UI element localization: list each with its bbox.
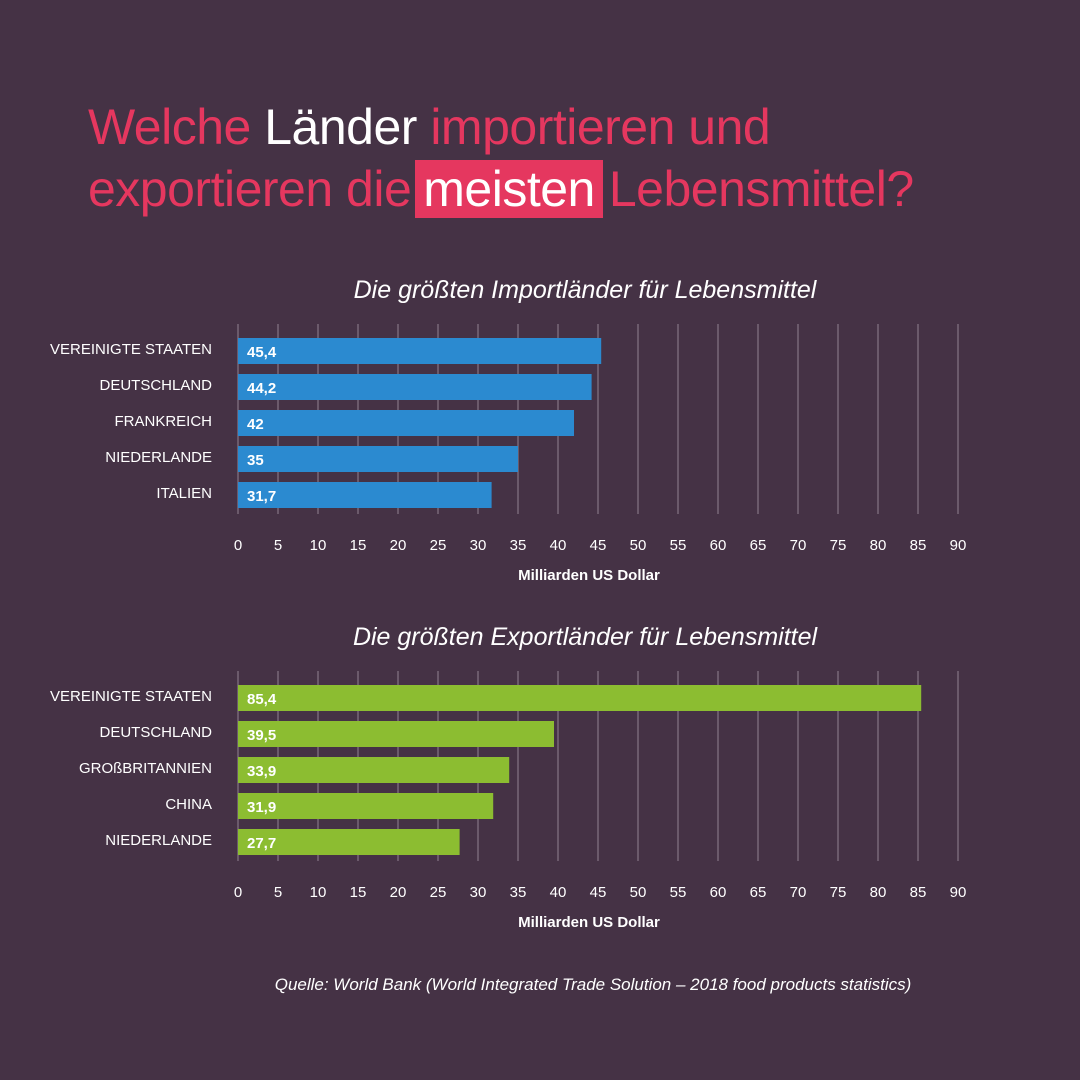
x-tick-label: 15 bbox=[350, 537, 367, 554]
x-tick-label: 80 bbox=[870, 884, 887, 901]
headline-part-1: Welche bbox=[88, 99, 265, 155]
category-label: ITALIEN bbox=[156, 485, 212, 502]
bar bbox=[238, 829, 460, 855]
headline-line-1: Welche Länder importieren und bbox=[88, 96, 1048, 158]
x-tick-label: 30 bbox=[470, 884, 487, 901]
x-tick-label: 20 bbox=[390, 537, 407, 554]
x-tick-label: 55 bbox=[670, 537, 687, 554]
headline-part-3: importieren und bbox=[416, 99, 771, 155]
x-tick-label: 5 bbox=[274, 537, 282, 554]
x-tick-label: 25 bbox=[430, 537, 447, 554]
bar-value-label: 42 bbox=[247, 416, 264, 433]
x-axis-label: Milliarden US Dollar bbox=[518, 567, 660, 584]
bar-value-label: 35 bbox=[247, 452, 264, 469]
x-tick-label: 70 bbox=[790, 537, 807, 554]
bar-value-label: 44,2 bbox=[247, 380, 276, 397]
headline-line-2: exportieren die meisten Lebensmittel? bbox=[88, 158, 1048, 220]
x-tick-label: 65 bbox=[750, 884, 767, 901]
x-tick-label: 60 bbox=[710, 884, 727, 901]
x-axis-label: Milliarden US Dollar bbox=[518, 914, 660, 931]
bar bbox=[238, 685, 922, 711]
x-tick-label: 65 bbox=[750, 537, 767, 554]
category-label: NIEDERLANDE bbox=[105, 449, 212, 466]
x-tick-label: 35 bbox=[510, 884, 527, 901]
headline-highlight-meisten: meisten bbox=[415, 160, 603, 218]
x-tick-label: 35 bbox=[510, 537, 527, 554]
headline: Welche Länder importieren und exportiere… bbox=[88, 96, 1048, 220]
bar-value-label: 31,9 bbox=[247, 799, 276, 816]
bar-value-label: 27,7 bbox=[247, 835, 276, 852]
x-tick-label: 0 bbox=[234, 537, 242, 554]
category-label: CHINA bbox=[165, 796, 212, 813]
x-tick-label: 80 bbox=[870, 537, 887, 554]
bar bbox=[238, 757, 510, 783]
x-tick-label: 40 bbox=[550, 537, 567, 554]
x-tick-label: 50 bbox=[630, 884, 647, 901]
bar bbox=[238, 338, 602, 364]
x-tick-label: 10 bbox=[310, 537, 327, 554]
x-tick-label: 10 bbox=[310, 884, 327, 901]
source-note: Quelle: World Bank (World Integrated Tra… bbox=[274, 975, 912, 994]
bar bbox=[238, 721, 554, 747]
x-tick-label: 70 bbox=[790, 884, 807, 901]
x-tick-label: 45 bbox=[590, 884, 607, 901]
bar-value-label: 39,5 bbox=[247, 727, 276, 744]
category-label: FRANKREICH bbox=[114, 413, 212, 430]
bar bbox=[238, 446, 518, 472]
x-tick-label: 25 bbox=[430, 884, 447, 901]
category-label: NIEDERLANDE bbox=[105, 832, 212, 849]
bar bbox=[238, 793, 494, 819]
x-tick-label: 85 bbox=[910, 537, 927, 554]
x-tick-label: 60 bbox=[710, 537, 727, 554]
bar-value-label: 33,9 bbox=[247, 763, 276, 780]
x-tick-label: 40 bbox=[550, 884, 567, 901]
bar-value-label: 31,7 bbox=[247, 488, 276, 505]
export-chart: VEREINIGTE STAATEN 85,4 DEUTSCHLAND 39,5 GRO… bbox=[50, 671, 967, 931]
category-label: DEUTSCHLAND bbox=[99, 377, 212, 394]
category-label: VEREINIGTE STAATEN bbox=[50, 341, 212, 358]
x-tick-label: 75 bbox=[830, 884, 847, 901]
import-chart: VEREINIGTE STAATEN 45,4 DEUTSCHLAND 44,2 FRA… bbox=[50, 324, 967, 584]
headline-highlight-laender: Länder bbox=[264, 99, 417, 155]
x-tick-label: 30 bbox=[470, 537, 487, 554]
x-tick-label: 50 bbox=[630, 537, 647, 554]
export-chart-title: Die größten Exportländer für Lebensmitte… bbox=[352, 623, 818, 651]
category-label: DEUTSCHLAND bbox=[99, 724, 212, 741]
bar-value-label: 45,4 bbox=[247, 344, 277, 361]
x-tick-label: 75 bbox=[830, 537, 847, 554]
x-tick-label: 45 bbox=[590, 537, 607, 554]
x-tick-label: 55 bbox=[670, 884, 687, 901]
category-label: GROßBRITANNIEN bbox=[79, 760, 212, 777]
headline-part-6: Lebensmittel? bbox=[608, 161, 914, 217]
x-tick-label: 15 bbox=[350, 884, 367, 901]
headline-part-4: exportieren die bbox=[88, 161, 412, 217]
bar bbox=[238, 482, 492, 508]
bar-value-label: 85,4 bbox=[247, 691, 277, 708]
x-tick-label: 85 bbox=[910, 884, 927, 901]
x-tick-label: 0 bbox=[234, 884, 242, 901]
x-tick-label: 20 bbox=[390, 884, 407, 901]
bar bbox=[238, 374, 592, 400]
x-tick-label: 90 bbox=[950, 537, 967, 554]
category-label: VEREINIGTE STAATEN bbox=[50, 688, 212, 705]
bar bbox=[238, 410, 574, 436]
x-tick-label: 5 bbox=[274, 884, 282, 901]
import-chart-title: Die größten Importländer für Lebensmitte… bbox=[353, 276, 817, 304]
x-tick-label: 90 bbox=[950, 884, 967, 901]
